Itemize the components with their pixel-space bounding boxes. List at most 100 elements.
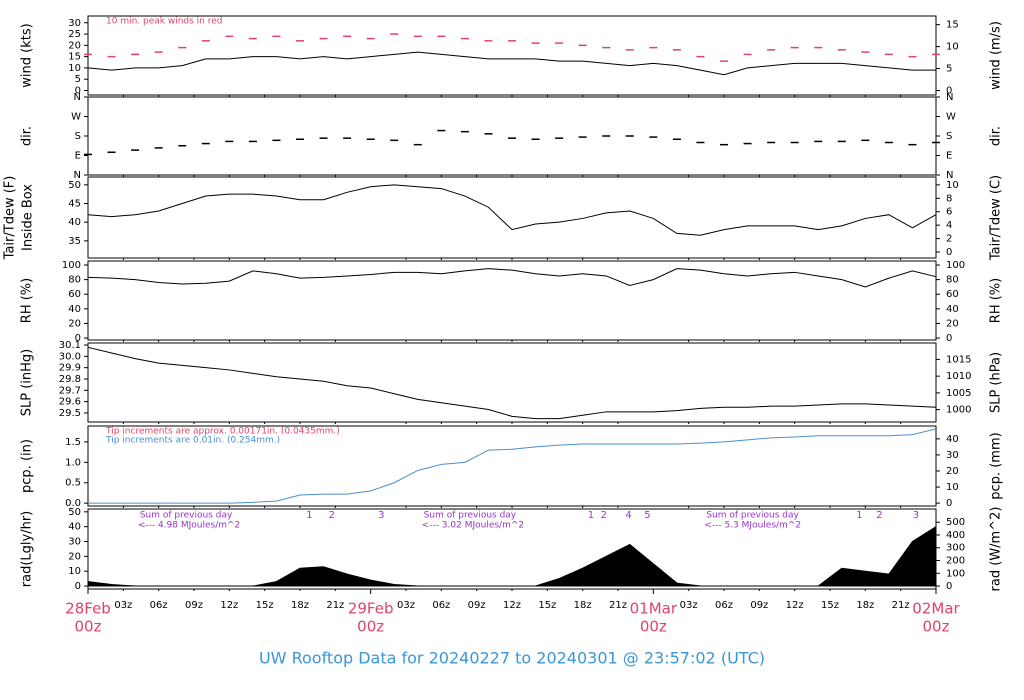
y-tick-label: 29.8: [59, 374, 81, 385]
hour-marker: 3: [913, 510, 919, 521]
y2-tick-label: 20: [946, 466, 959, 477]
y-tick-label: N: [74, 92, 81, 103]
y2-tick-label: 15: [946, 20, 959, 31]
y2-axis-label: Tair/Tdew (C): [989, 175, 1004, 261]
x-tick-label: 09z: [468, 600, 486, 611]
daily-sum-label: Sum of previous day: [424, 511, 517, 521]
annotation: 10 min. peak winds in red: [106, 17, 223, 27]
y2-tick-label: S: [946, 131, 952, 142]
y2-tick-label: 400: [946, 530, 965, 541]
y2-tick-label: 0: [946, 581, 952, 592]
x-tick-label: 03z: [114, 600, 132, 611]
x-tick-label: 09z: [750, 600, 768, 611]
x-tick-label: 09z: [185, 600, 203, 611]
day-label: 01Mar: [630, 600, 678, 618]
day-hour-label: 00z: [357, 618, 384, 636]
y2-axis-label: SLP (hPa): [989, 352, 1004, 413]
y2-tick-label: 80: [946, 275, 959, 286]
y2-tick-label: N: [946, 170, 953, 181]
hour-marker: 3: [378, 510, 384, 521]
series-line: [88, 428, 937, 504]
series-line: [87, 184, 937, 236]
panel-frame: [87, 176, 937, 259]
y2-tick-label: N: [946, 92, 953, 103]
day-hour-label: 00z: [923, 618, 950, 636]
x-tick-label: 18z: [291, 600, 309, 611]
y2-tick-label: 0: [946, 247, 952, 258]
y-tick-label: 45: [68, 199, 81, 210]
y2-axis-label: rad (W/m^2): [989, 507, 1004, 592]
y2-tick-label: 0: [946, 333, 952, 344]
day-hour-label: 00z: [75, 618, 102, 636]
y2-tick-label: 4: [946, 220, 952, 231]
y-tick-label: 30.0: [59, 351, 81, 362]
y-tick-label: 29.7: [59, 385, 81, 396]
daily-sum-value: <--- 4.98 MJoules/m^2: [138, 521, 240, 531]
hour-marker: 2: [329, 510, 335, 521]
y-axis-label: RH (%): [20, 278, 35, 323]
y2-tick-label: 200: [946, 556, 965, 567]
y-tick-label: 15: [68, 52, 81, 63]
y2-tick-label: 10: [946, 42, 959, 53]
y-tick-label: 0: [75, 333, 81, 344]
y2-tick-label: 0: [946, 85, 952, 96]
x-tick-label: 06z: [715, 600, 733, 611]
y-tick-label: 80: [68, 275, 81, 286]
y2-tick-label: W: [946, 112, 956, 123]
hour-marker: 1: [306, 510, 312, 521]
y2-tick-label: 1015: [946, 354, 971, 365]
y-axis-label: Inside Box: [21, 184, 36, 251]
y-tick-label: 30: [68, 18, 81, 29]
daily-sum-label: Sum of previous day: [706, 511, 799, 521]
y-tick-label: 0.0: [65, 498, 81, 509]
x-tick-label: 21z: [326, 600, 344, 611]
x-tick-label: 12z: [786, 600, 804, 611]
x-tick-label: 18z: [574, 600, 592, 611]
daily-sum-label: Sum of previous day: [140, 511, 233, 521]
y2-axis-label: pcp. (mm): [989, 432, 1004, 499]
y-tick-label: 0.5: [65, 478, 81, 489]
y2-tick-label: 8: [946, 193, 952, 204]
y2-axis-label: RH (%): [989, 278, 1004, 323]
y-tick-label: 20: [68, 40, 81, 51]
series-line: [87, 346, 937, 420]
hour-marker: 2: [601, 510, 607, 521]
y-tick-label: S: [75, 131, 81, 142]
x-tick-label: 12z: [220, 600, 238, 611]
panel-frame: [87, 342, 937, 423]
y-tick-label: 29.6: [59, 397, 81, 408]
y2-tick-label: 30: [946, 450, 959, 461]
y2-tick-label: 40: [946, 304, 959, 315]
y-axis-label: Tair/Tdew (F): [3, 176, 18, 261]
y-tick-label: 30.1: [59, 340, 81, 351]
y2-tick-label: 1005: [946, 388, 971, 399]
y-tick-label: 25: [68, 29, 81, 40]
hour-marker: 5: [644, 510, 650, 521]
y-tick-label: 35: [68, 236, 81, 247]
x-tick-label: 18z: [856, 600, 874, 611]
y2-tick-label: 1000: [946, 405, 971, 416]
hour-marker: 1: [856, 510, 862, 521]
y-tick-label: E: [75, 151, 81, 162]
series-line: [87, 51, 936, 76]
x-tick-label: 21z: [609, 600, 627, 611]
daily-sum-value: <--- 3.02 MJoules/m^2: [422, 521, 524, 531]
hour-marker: 2: [876, 510, 882, 521]
x-tick-label: 12z: [503, 600, 521, 611]
y2-tick-label: E: [946, 151, 952, 162]
day-hour-label: 00z: [640, 618, 667, 636]
y2-tick-label: 10: [946, 482, 959, 493]
x-tick-label: 15z: [538, 600, 556, 611]
y-tick-label: 50: [68, 507, 81, 518]
y-tick-label: 100: [62, 260, 81, 271]
y-tick-label: 40: [68, 217, 81, 228]
x-tick-label: 21z: [892, 600, 910, 611]
y-tick-label: 50: [68, 180, 81, 191]
annotation: Tip increments are 0.01in. (0.254mm.): [105, 436, 280, 446]
y-tick-label: 0: [75, 85, 81, 96]
y-tick-label: 20: [68, 318, 81, 329]
series-area: [87, 525, 937, 587]
y2-tick-label: 2: [946, 234, 952, 245]
panel-frame: [87, 96, 937, 176]
